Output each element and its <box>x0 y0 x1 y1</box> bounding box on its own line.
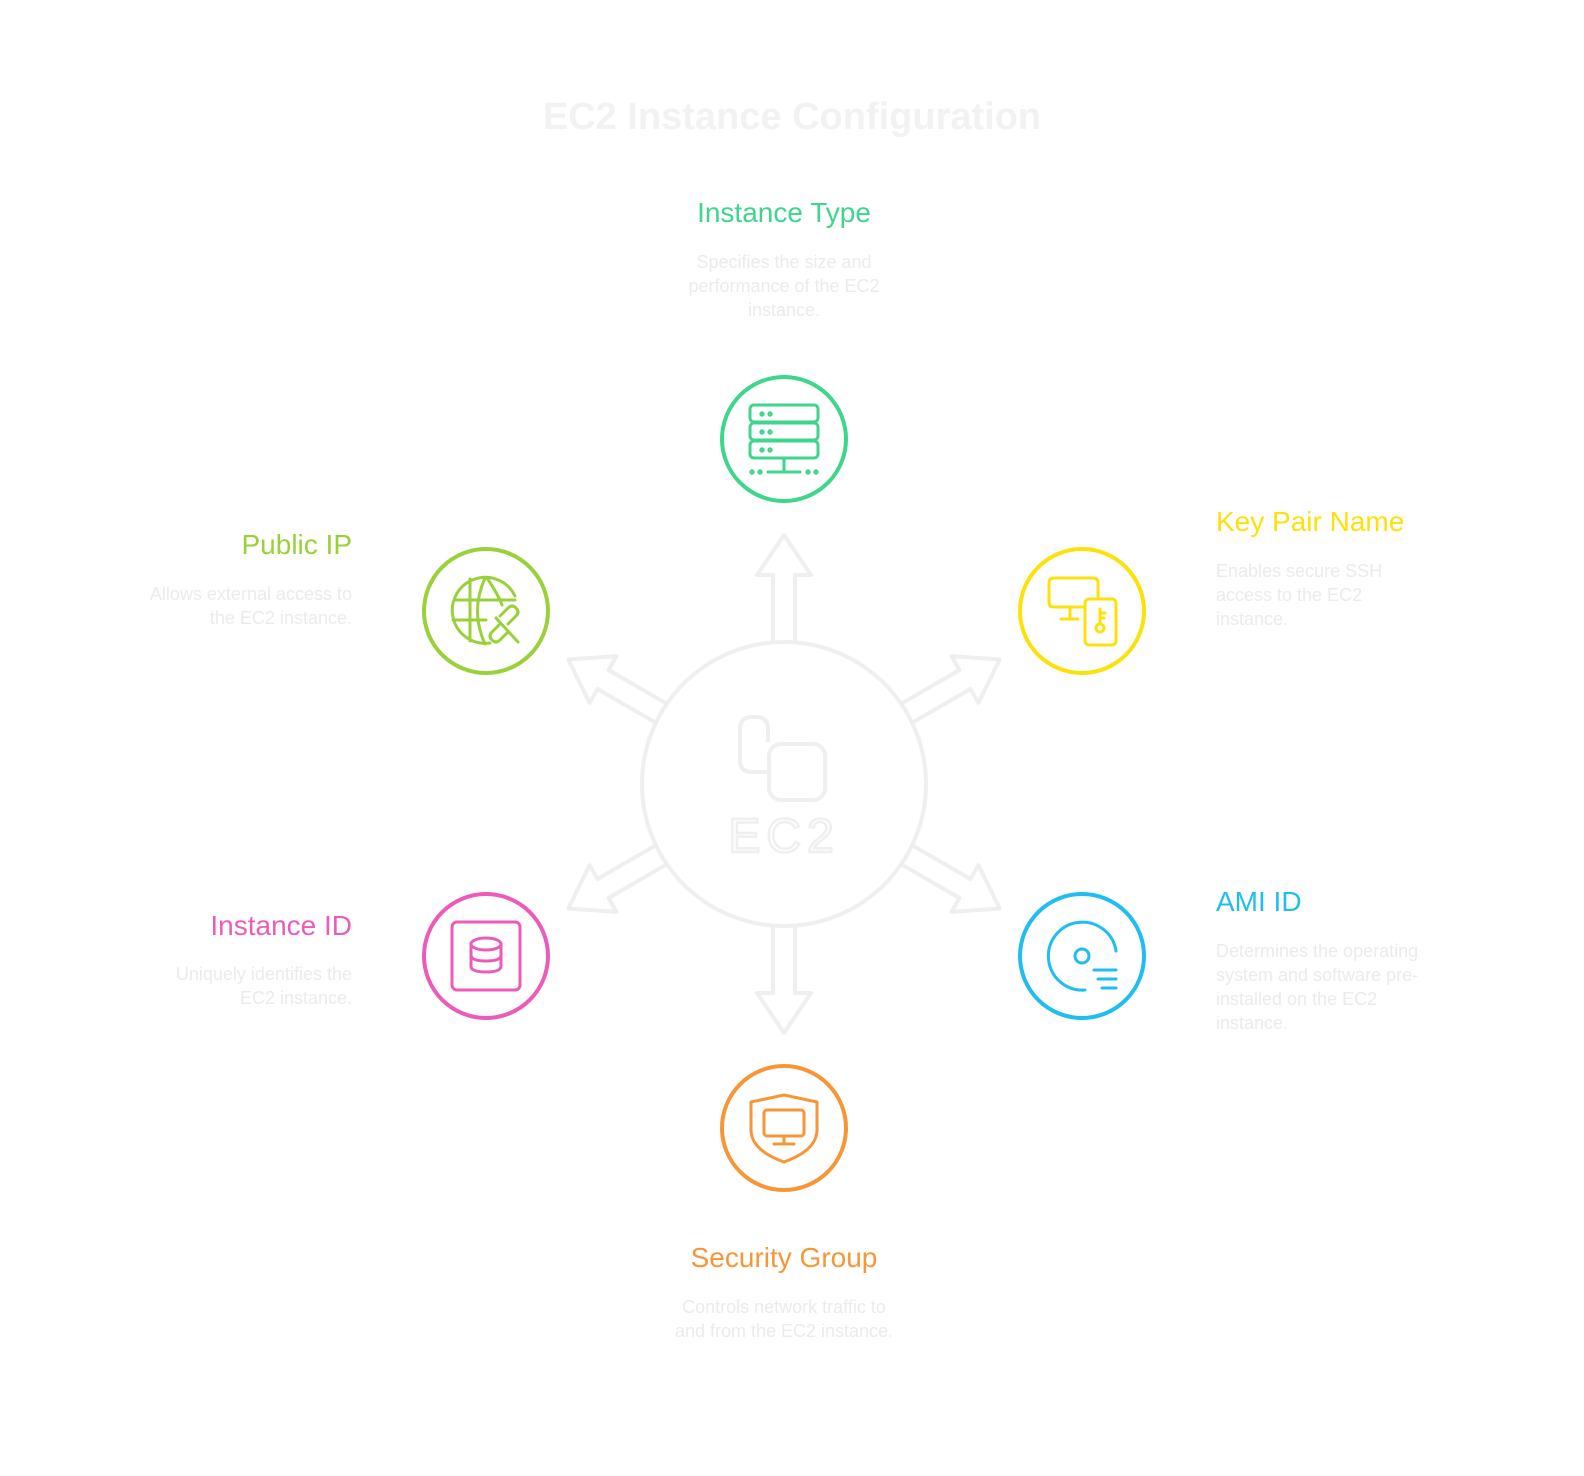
label-security-group: Security Group <box>690 1242 878 1273</box>
desc-instance-id: Uniquely identifies the EC2 instance. <box>175 964 352 1008</box>
hub-label: EC2 <box>728 810 839 863</box>
arrow-down-left <box>566 843 668 914</box>
label-instance-id: Instance ID <box>210 910 352 941</box>
label-instance-type: Instance Type <box>697 197 871 228</box>
disk-image-icon <box>1046 920 1118 992</box>
label-public-ip: Public IP <box>241 529 353 560</box>
hub-circle <box>640 640 928 928</box>
label-ami: AMI ID <box>1216 886 1302 917</box>
ec2-chip-icon <box>738 715 827 802</box>
node-instance-type-circle <box>720 375 848 503</box>
arrow-down <box>755 926 813 1035</box>
arrow-down-right <box>900 843 1002 914</box>
arrow-up-right <box>900 654 1002 725</box>
desc-instance-type: Specifies the size and performance of th… <box>688 252 880 320</box>
node-instance-id <box>422 892 550 1020</box>
node-public-ip-circle <box>422 547 550 675</box>
node-ami <box>1018 892 1146 1020</box>
node-instance-type <box>720 375 848 503</box>
node-public-ip <box>422 547 550 675</box>
node-security-group-circle <box>720 1064 848 1192</box>
device-key-icon <box>1047 576 1118 647</box>
node-security-group <box>720 1064 848 1192</box>
globe-link-icon <box>450 575 520 646</box>
desc-key-pair: Enables secure SSH access to the EC2 ins… <box>1216 561 1383 629</box>
desc-public-ip: Allows external access to the EC2 instan… <box>149 584 352 628</box>
shield-monitor-icon <box>749 1093 819 1164</box>
node-key-pair <box>1018 547 1146 675</box>
arrow-up <box>755 533 813 642</box>
arrow-up-left <box>566 654 668 725</box>
database-icon <box>450 920 522 992</box>
node-instance-id-circle <box>422 892 550 1020</box>
hub-group <box>566 533 1002 1035</box>
server-rack-icon <box>748 403 820 475</box>
node-ami-circle <box>1018 892 1146 1020</box>
desc-security-group: Controls network traffic to and from the… <box>674 1297 894 1341</box>
node-key-pair-circle <box>1018 547 1146 675</box>
desc-ami: Determines the operating system and soft… <box>1216 941 1419 1033</box>
label-key-pair: Key Pair Name <box>1216 506 1405 537</box>
diagram-title: EC2 Instance Configuration <box>542 96 1042 138</box>
